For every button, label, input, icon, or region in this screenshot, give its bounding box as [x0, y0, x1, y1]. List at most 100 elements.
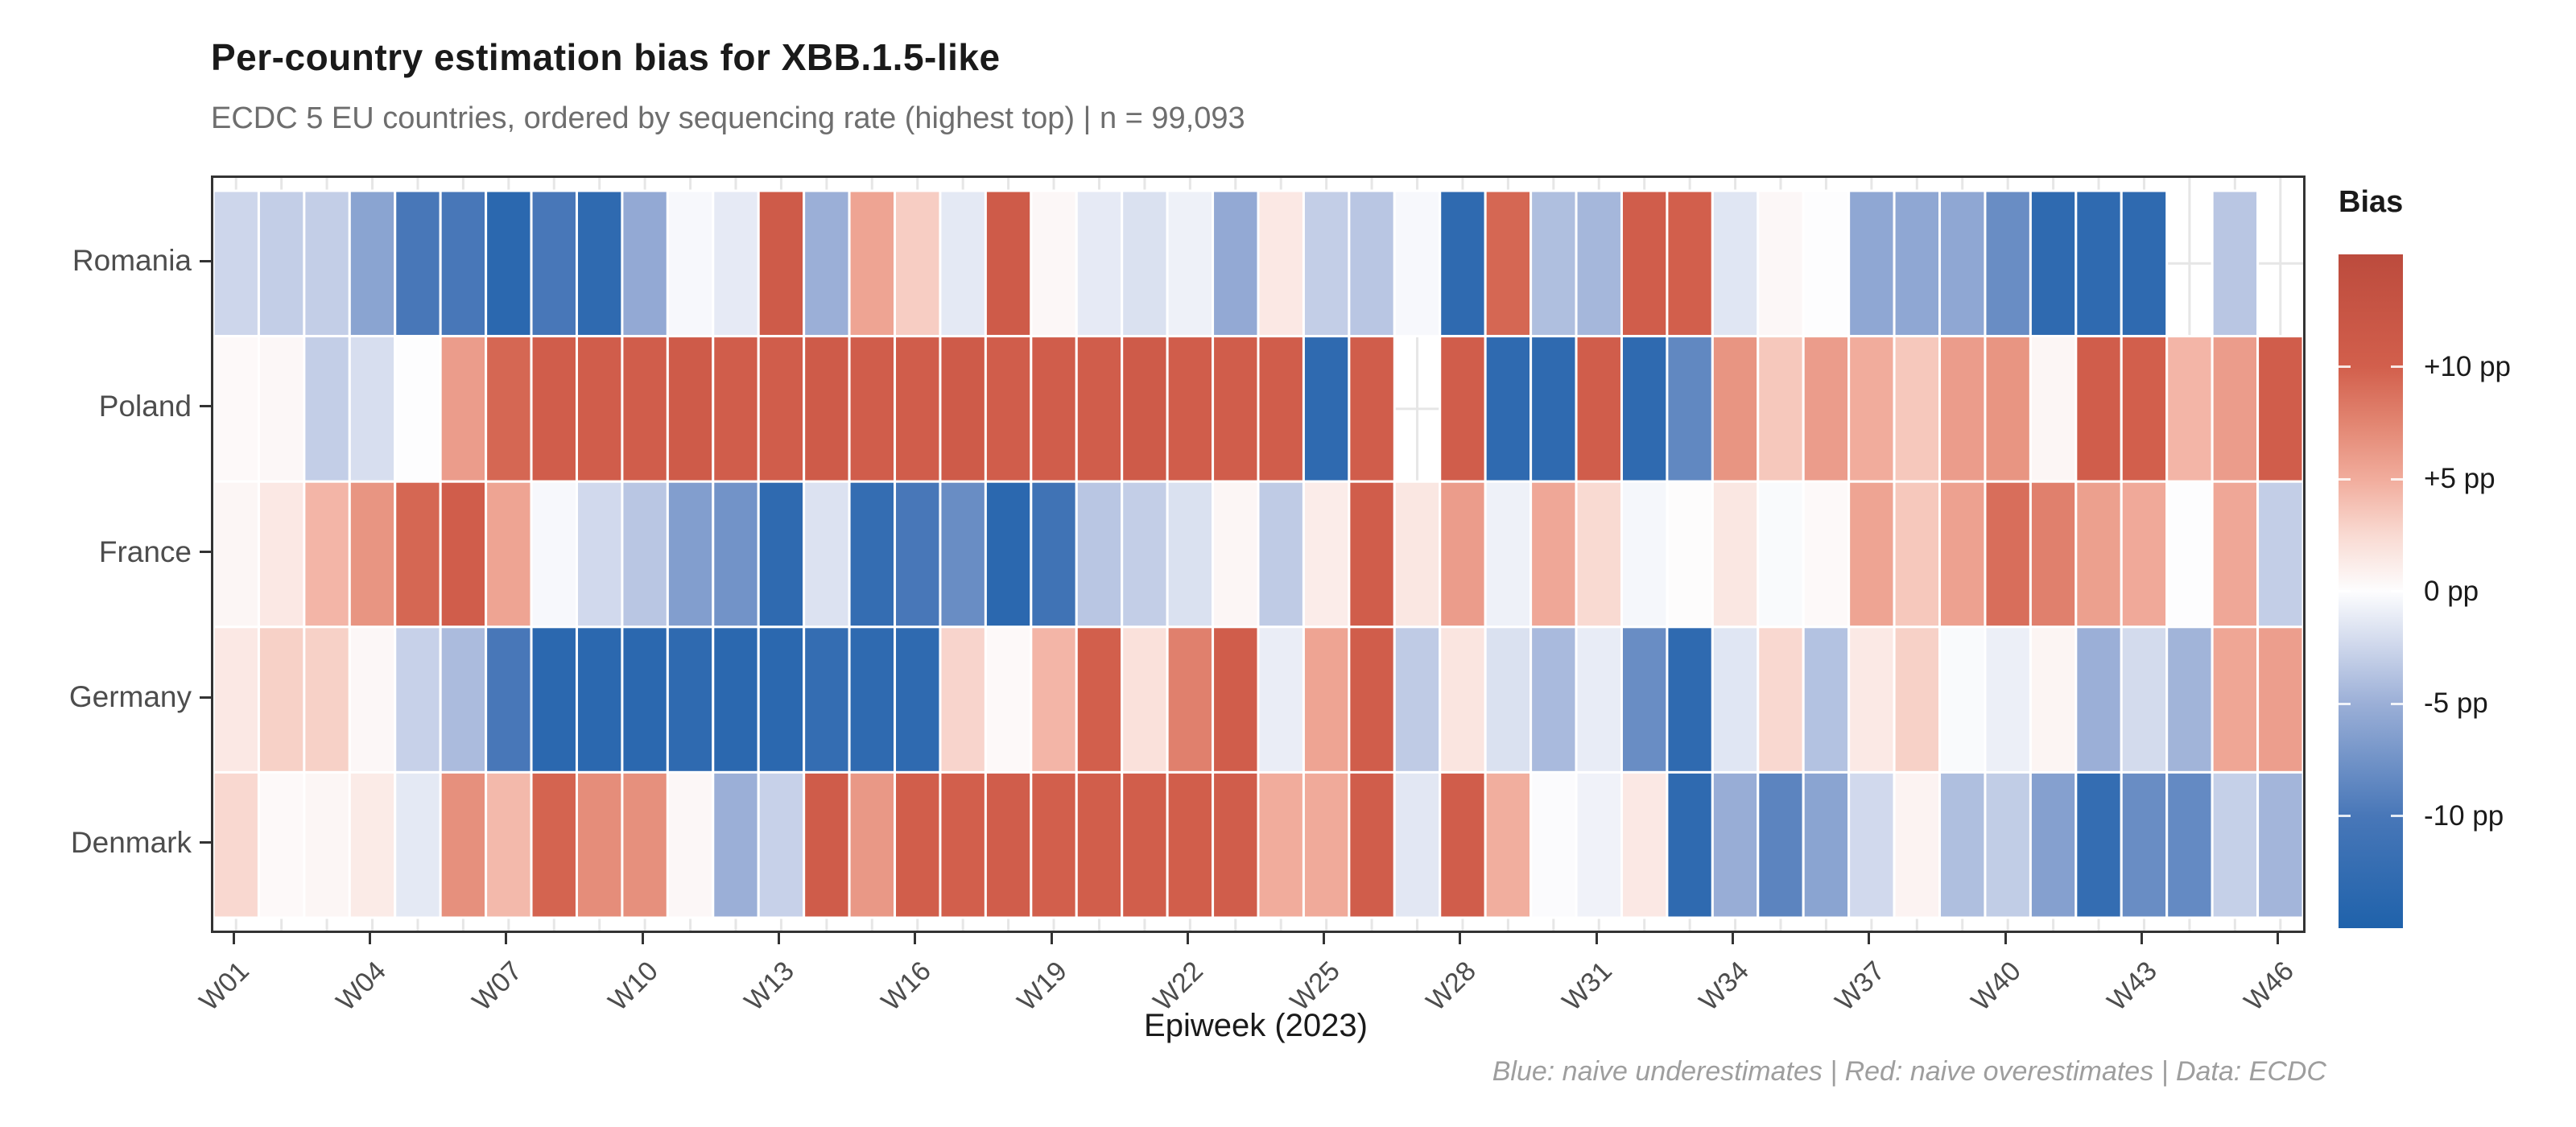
heatmap-cell-romania-w34: [1711, 189, 1760, 338]
heatmap-cell-france-w46: [2256, 480, 2303, 629]
heatmap-cell-poland-w42: [2074, 335, 2123, 483]
heatmap-cell-france-w23: [1212, 480, 1260, 629]
heatmap-cell-germany-w14: [803, 625, 851, 774]
heatmap-cell-denmark-w20: [1075, 770, 1124, 919]
heatmap-cell-germany-w43: [2120, 625, 2169, 774]
heatmap-cell-france-w42: [2074, 480, 2123, 629]
heatmap-cell-romania-w01: [213, 189, 260, 338]
heatmap-cell-denmark-w16: [894, 770, 942, 919]
y-tick-mark: [200, 405, 211, 408]
heatmap-cell-denmark-w22: [1166, 770, 1215, 919]
heatmap-cell-poland-w05: [394, 335, 442, 483]
heatmap-cell-romania-w22: [1166, 189, 1215, 338]
heatmap-cell-germany-w27: [1393, 625, 1442, 774]
heatmap-cell-germany-w09: [575, 625, 624, 774]
y-axis-label-romania: Romania: [72, 244, 192, 278]
heatmap-cell-romania-w28: [1439, 189, 1487, 338]
heatmap-cell-france-w05: [394, 480, 442, 629]
heatmap-cell-denmark-w06: [439, 770, 488, 919]
legend-tick-mark: [2339, 815, 2351, 817]
x-tick-mark: [1050, 933, 1053, 944]
heatmap-cell-france-w03: [303, 480, 351, 629]
heatmap-cell-germany-w04: [348, 625, 397, 774]
heatmap-cell-france-w29: [1484, 480, 1533, 629]
heatmap-cell-germany-w44: [2165, 625, 2214, 774]
heatmap-cell-denmark-w37: [1847, 770, 1896, 919]
heatmap-cell-romania-w36: [1802, 189, 1851, 338]
heatmap-cell-poland-w17: [939, 335, 987, 483]
heatmap-cell-germany-w32: [1620, 625, 1669, 774]
heatmap-cell-germany-w01: [213, 625, 260, 774]
x-axis-label-w04: W04: [330, 956, 392, 1018]
heatmap-cell-romania-w42: [2074, 189, 2123, 338]
heatmap-cell-germany-w26: [1348, 625, 1396, 774]
heatmap-cell-france-w26: [1348, 480, 1396, 629]
heatmap-cell-germany-w40: [1984, 625, 2032, 774]
heatmap-cell-germany-w20: [1075, 625, 1124, 774]
heatmap-cell-denmark-w12: [712, 770, 760, 919]
heatmap-cell-germany-w15: [848, 625, 897, 774]
heatmap-cell-poland-w33: [1666, 335, 1714, 483]
heatmap-cell-denmark-w26: [1348, 770, 1396, 919]
heatmap-cell-romania-w04: [348, 189, 397, 338]
legend-tick-mark: [2339, 702, 2351, 705]
heatmap-cell-romania-w25: [1302, 189, 1351, 338]
heatmap-cell-france-w30: [1530, 480, 1578, 629]
heatmap-cell-romania-w38: [1893, 189, 1942, 338]
x-tick-mark: [1732, 933, 1735, 944]
heatmap-cell-denmark-w17: [939, 770, 987, 919]
heatmap-cell-denmark-w43: [2120, 770, 2169, 919]
heatmap-cell-poland-w11: [666, 335, 715, 483]
heatmap-cell-poland-w12: [712, 335, 760, 483]
heatmap-cell-france-w02: [257, 480, 306, 629]
heatmap-cell-poland-w22: [1166, 335, 1215, 483]
heatmap-cell-denmark-w36: [1802, 770, 1851, 919]
heatmap-cell-germany-w03: [303, 625, 351, 774]
heatmap-cell-france-w37: [1847, 480, 1896, 629]
heatmap-cell-denmark-w03: [303, 770, 351, 919]
heatmap-cell-romania-w18: [984, 189, 1033, 338]
heatmap-cell-denmark-w31: [1575, 770, 1623, 919]
heatmap-cell-denmark-w33: [1666, 770, 1714, 919]
heatmap-cell-france-w19: [1030, 480, 1078, 629]
chart-subtitle: ECDC 5 EU countries, ordered by sequenci…: [211, 101, 1245, 135]
heatmap-cell-romania-w12: [712, 189, 760, 338]
heatmap-cell-poland-w20: [1075, 335, 1124, 483]
x-tick-mark: [641, 933, 644, 944]
heatmap-cell-germany-w39: [1938, 625, 1987, 774]
heatmap-cell-germany-w08: [530, 625, 578, 774]
heatmap-cell-france-w32: [1620, 480, 1669, 629]
heatmap-cell-germany-w13: [757, 625, 806, 774]
legend-tick-mark: [2339, 477, 2351, 481]
y-tick-mark: [200, 696, 211, 699]
heatmap-cell-romania-w15: [848, 189, 897, 338]
heatmap-cell-france-w08: [530, 480, 578, 629]
heatmap-cell-germany-w37: [1847, 625, 1896, 774]
heatmap-cell-denmark-w04: [348, 770, 397, 919]
x-axis-label-w01: W01: [193, 956, 256, 1018]
heatmap-cell-denmark-w23: [1212, 770, 1260, 919]
x-tick-mark: [914, 933, 917, 944]
heatmap-cell-poland-w41: [2029, 335, 2078, 483]
heatmap-cell-romania-w08: [530, 189, 578, 338]
heatmap-cell-romania-w19: [1030, 189, 1078, 338]
heatmap-cell-france-w09: [575, 480, 624, 629]
heatmap-cell-denmark-w30: [1530, 770, 1578, 919]
heatmap-cell-poland-w30: [1530, 335, 1578, 483]
heatmap-cell-germany-w36: [1802, 625, 1851, 774]
heatmap-cell-france-w25: [1302, 480, 1351, 629]
heatmap-cell-denmark-w14: [803, 770, 851, 919]
heatmap-cell-france-w22: [1166, 480, 1215, 629]
x-tick-mark: [777, 933, 780, 944]
heatmap-cell-poland-w04: [348, 335, 397, 483]
legend-tick-mark: [2391, 590, 2403, 592]
heatmap-cell-poland-w38: [1893, 335, 1942, 483]
heatmap-cell-poland-w03: [303, 335, 351, 483]
heatmap-cell-germany-w45: [2211, 625, 2260, 774]
heatmap-cell-france-w31: [1575, 480, 1623, 629]
heatmap-cell-germany-w24: [1257, 625, 1305, 774]
heatmap-cell-romania-w32: [1620, 189, 1669, 338]
heatmap-cell-denmark-w25: [1302, 770, 1351, 919]
heatmap-cell-denmark-w45: [2211, 770, 2260, 919]
heatmap-cell-france-w38: [1893, 480, 1942, 629]
